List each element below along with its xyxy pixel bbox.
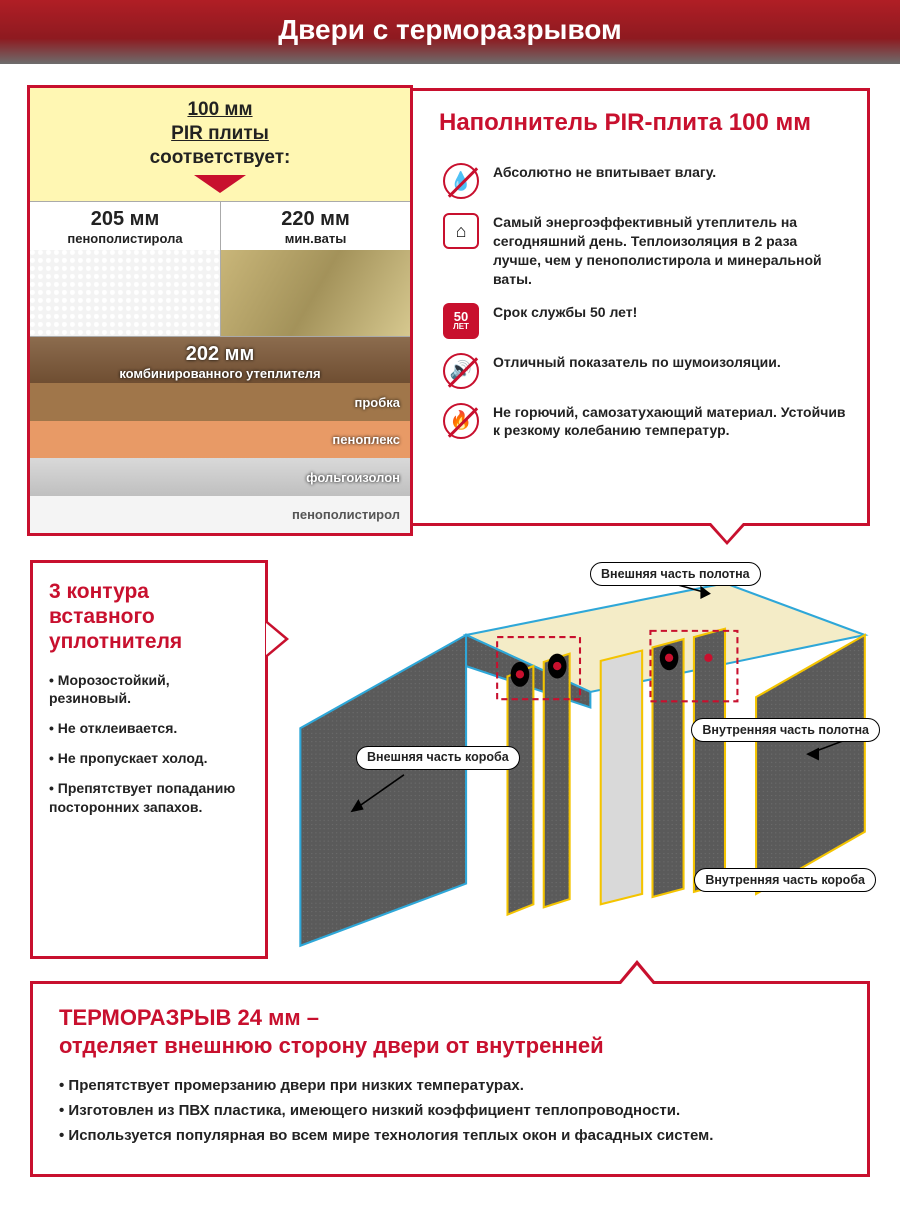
label-inner-frame: Внутренняя часть короба	[694, 868, 876, 892]
seal-title: 3 контура вставного уплотнителя	[49, 579, 249, 655]
feature-text: Срок службы 50 лет!	[493, 303, 637, 322]
label-outer-frame: Внешняя часть короба	[356, 746, 520, 770]
pir-badge: 100 мм PIR плиты соответствует:	[30, 88, 410, 201]
layer-label: пенополистирол	[30, 496, 410, 534]
thermo-bullet: Изготовлен из ПВХ пластика, имеющего низ…	[59, 1102, 841, 1119]
layer-label: пробка	[30, 383, 410, 421]
feature-text: Отличный показатель по шумоизоляции.	[493, 353, 781, 372]
feature-row: ⌂ Самый энергоэффективный утеплитель на …	[443, 213, 847, 289]
seal-bullet: Препятствует попаданию посторонних запах…	[49, 779, 249, 815]
pir-heading: Наполнитель PIR-плита 100 мм	[403, 109, 847, 137]
seal-section: 3 контура вставного уплотнителя Морозост…	[30, 560, 268, 959]
feature-text: Самый энергоэффективный утеплитель на се…	[493, 213, 847, 289]
badge-50-icon: 50ЛЕТ	[443, 303, 479, 339]
door-cross-section-diagram: Внешняя часть полотна Внешняя часть коро…	[290, 560, 870, 959]
pir-section: Наполнитель PIR-плита 100 мм 💧 Абсолютно…	[30, 88, 870, 526]
label-outer-panel: Внешняя часть полотна	[590, 562, 761, 586]
thermo-section: ТЕРМОРАЗРЫВ 24 мм – отделяет внешнюю сто…	[30, 981, 870, 1177]
feature-row: 50ЛЕТ Срок службы 50 лет!	[443, 303, 847, 339]
arrow-down-icon	[194, 175, 246, 193]
thermo-title: ТЕРМОРАЗРЫВ 24 мм – отделяет внешнюю сто…	[59, 1004, 841, 1061]
feature-row: 🔊 Отличный показатель по шумоизоляции.	[443, 353, 847, 389]
page-title: Двери с терморазрывом	[0, 0, 900, 64]
label-inner-panel: Внутренняя часть полотна	[691, 718, 880, 742]
seal-bullet: Не пропускает холод.	[49, 749, 249, 767]
callout-pointer-icon	[617, 960, 657, 984]
callout-pointer-icon	[265, 619, 289, 659]
material-foam: 205 мм пенополистирола	[30, 201, 220, 336]
no-fire-icon: 🔥	[443, 403, 479, 439]
material-wool: 220 мм мин.ваты	[220, 201, 410, 336]
feature-row: 💧 Абсолютно не впитывает влагу.	[443, 163, 847, 199]
pir-equivalence-box: 100 мм PIR плиты соответствует: 205 мм п…	[27, 85, 413, 536]
feature-text: Не горючий, самозатухающий материал. Уст…	[493, 403, 847, 441]
layer-label: пеноплекс	[30, 421, 410, 459]
thermo-bullet: Препятствует промерзанию двери при низки…	[59, 1077, 841, 1094]
seal-bullet: Морозостойкий, резиновый.	[49, 671, 249, 707]
no-water-icon: 💧	[443, 163, 479, 199]
material-combo: 202 мм комбинированного утеплителя пробк…	[30, 336, 410, 533]
feature-text: Абсолютно не впитывает влагу.	[493, 163, 716, 182]
heat-house-icon: ⌂	[443, 213, 479, 249]
no-sound-icon: 🔊	[443, 353, 479, 389]
layer-label: фольгоизолон	[30, 458, 410, 496]
seal-bullet: Не отклеивается.	[49, 719, 249, 737]
thermo-bullet: Используется популярная во всем мире тех…	[59, 1127, 841, 1144]
callout-pointer-icon	[707, 523, 747, 545]
feature-row: 🔥 Не горючий, самозатухающий материал. У…	[443, 403, 847, 441]
